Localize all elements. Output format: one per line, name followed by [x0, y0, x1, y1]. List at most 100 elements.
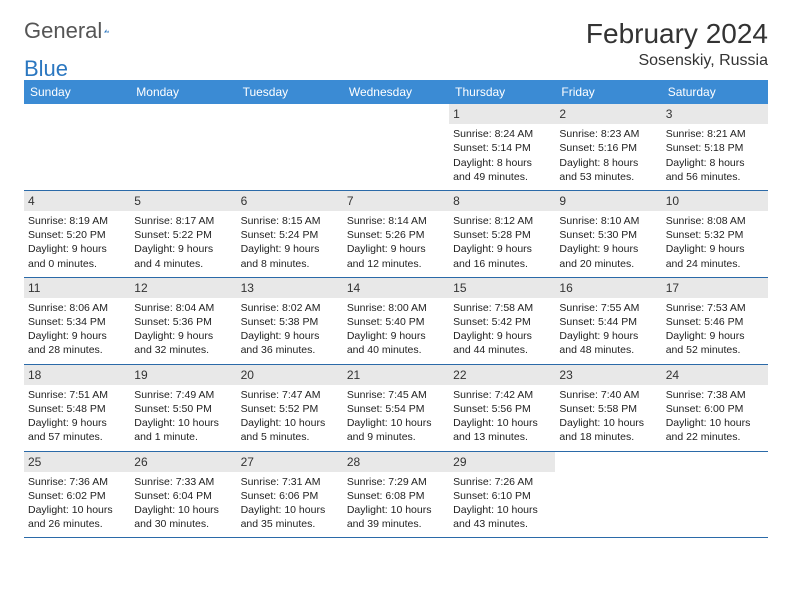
sunset-text: Sunset: 5:42 PM	[453, 315, 551, 329]
daylight-text: Daylight: 10 hours and 1 minute.	[134, 416, 232, 444]
sunrise-text: Sunrise: 7:36 AM	[28, 475, 126, 489]
daylight-text: Daylight: 9 hours and 32 minutes.	[134, 329, 232, 357]
sunrise-text: Sunrise: 7:26 AM	[453, 475, 551, 489]
day-cell-12: 12Sunrise: 8:04 AMSunset: 5:36 PMDayligh…	[130, 278, 236, 365]
sunrise-text: Sunrise: 8:04 AM	[134, 301, 232, 315]
title-block: February 2024 Sosenskiy, Russia	[586, 18, 768, 70]
sunrise-text: Sunrise: 8:08 AM	[666, 214, 764, 228]
day-number: 27	[237, 452, 343, 472]
sunrise-text: Sunrise: 7:42 AM	[453, 388, 551, 402]
sunset-text: Sunset: 6:10 PM	[453, 489, 551, 503]
day-cell-26: 26 Sunrise: 7:33 AMSunset: 6:04 PMDayligh…	[130, 452, 236, 539]
sunrise-text: Sunrise: 8:02 AM	[241, 301, 339, 315]
sunset-text: Sunset: 5:28 PM	[453, 228, 551, 242]
sunrise-text: Sunrise: 8:00 AM	[347, 301, 445, 315]
day-cell-21: 21Sunrise: 7:45 AMSunset: 5:54 PMDayligh…	[343, 365, 449, 452]
brand-part1: General	[24, 18, 102, 44]
sunset-text: Sunset: 5:32 PM	[666, 228, 764, 242]
day-cell-3: 3Sunrise: 8:21 AMSunset: 5:18 PMDaylight…	[662, 104, 768, 191]
day-cell-27: 27Sunrise: 7:31 AMSunset: 6:06 PMDayligh…	[237, 452, 343, 539]
weekday-friday: Friday	[555, 80, 661, 104]
sunrise-text: Sunrise: 8:15 AM	[241, 214, 339, 228]
day-number: 19	[130, 365, 236, 385]
daylight-text: Daylight: 9 hours and 4 minutes.	[134, 242, 232, 270]
day-number: 18	[24, 365, 130, 385]
day-cell-5: 5 Sunrise: 8:17 AMSunset: 5:22 PMDaylight…	[130, 191, 236, 278]
weekday-monday: Monday	[130, 80, 236, 104]
daylight-text: Daylight: 10 hours and 30 minutes.	[134, 503, 232, 531]
sunset-text: Sunset: 5:46 PM	[666, 315, 764, 329]
empty-cell	[555, 452, 661, 539]
day-number: 22	[449, 365, 555, 385]
brand-logo: General	[24, 18, 132, 44]
sunrise-text: Sunrise: 8:12 AM	[453, 214, 551, 228]
daylight-text: Daylight: 9 hours and 36 minutes.	[241, 329, 339, 357]
sunrise-text: Sunrise: 7:31 AM	[241, 475, 339, 489]
sunrise-text: Sunrise: 8:17 AM	[134, 214, 232, 228]
sunset-text: Sunset: 5:44 PM	[559, 315, 657, 329]
sunset-text: Sunset: 5:38 PM	[241, 315, 339, 329]
day-cell-20: 20Sunrise: 7:47 AMSunset: 5:52 PMDayligh…	[237, 365, 343, 452]
sunrise-text: Sunrise: 7:33 AM	[134, 475, 232, 489]
daylight-text: Daylight: 10 hours and 35 minutes.	[241, 503, 339, 531]
empty-cell	[24, 104, 130, 191]
daylight-text: Daylight: 9 hours and 52 minutes.	[666, 329, 764, 357]
sunrise-text: Sunrise: 8:14 AM	[347, 214, 445, 228]
day-number: 25	[24, 452, 130, 472]
day-cell-15: 15Sunrise: 7:58 AMSunset: 5:42 PMDayligh…	[449, 278, 555, 365]
day-number: 10	[662, 191, 768, 211]
daylight-text: Daylight: 9 hours and 16 minutes.	[453, 242, 551, 270]
day-number: 12	[130, 278, 236, 298]
sunrise-text: Sunrise: 8:23 AM	[559, 127, 657, 141]
day-cell-14: 14Sunrise: 8:00 AMSunset: 5:40 PMDayligh…	[343, 278, 449, 365]
daylight-text: Daylight: 9 hours and 44 minutes.	[453, 329, 551, 357]
sunset-text: Sunset: 6:08 PM	[347, 489, 445, 503]
day-cell-16: 16 Sunrise: 7:55 AMSunset: 5:44 PMDayligh…	[555, 278, 661, 365]
sunset-text: Sunset: 5:34 PM	[28, 315, 126, 329]
day-number: 1	[449, 104, 555, 124]
day-cell-29: 29Sunrise: 7:26 AMSunset: 6:10 PMDayligh…	[449, 452, 555, 539]
daylight-text: Daylight: 9 hours and 48 minutes.	[559, 329, 657, 357]
daylight-text: Daylight: 10 hours and 39 minutes.	[347, 503, 445, 531]
daylight-text: Daylight: 8 hours and 56 minutes.	[666, 156, 764, 184]
day-number: 26	[130, 452, 236, 472]
day-number: 5	[130, 191, 236, 211]
brand-part2: Blue	[24, 56, 68, 82]
sunset-text: Sunset: 5:56 PM	[453, 402, 551, 416]
weekday-header: SundayMondayTuesdayWednesdayThursdayFrid…	[24, 80, 768, 104]
weekday-wednesday: Wednesday	[343, 80, 449, 104]
day-number: 14	[343, 278, 449, 298]
sunset-text: Sunset: 5:14 PM	[453, 141, 551, 155]
sunrise-text: Sunrise: 7:38 AM	[666, 388, 764, 402]
daylight-text: Daylight: 10 hours and 9 minutes.	[347, 416, 445, 444]
daylight-text: Daylight: 9 hours and 40 minutes.	[347, 329, 445, 357]
sunset-text: Sunset: 5:26 PM	[347, 228, 445, 242]
day-number: 8	[449, 191, 555, 211]
sunset-text: Sunset: 6:02 PM	[28, 489, 126, 503]
day-cell-7: 7Sunrise: 8:14 AMSunset: 5:26 PMDaylight…	[343, 191, 449, 278]
sunset-text: Sunset: 5:22 PM	[134, 228, 232, 242]
day-cell-17: 17Sunrise: 7:53 AMSunset: 5:46 PMDayligh…	[662, 278, 768, 365]
day-number: 4	[24, 191, 130, 211]
sunrise-text: Sunrise: 7:45 AM	[347, 388, 445, 402]
day-cell-1: 1Sunrise: 8:24 AMSunset: 5:14 PMDaylight…	[449, 104, 555, 191]
daylight-text: Daylight: 10 hours and 5 minutes.	[241, 416, 339, 444]
day-number: 23	[555, 365, 661, 385]
day-cell-22: 22Sunrise: 7:42 AMSunset: 5:56 PMDayligh…	[449, 365, 555, 452]
sunset-text: Sunset: 5:58 PM	[559, 402, 657, 416]
sunrise-text: Sunrise: 7:55 AM	[559, 301, 657, 315]
sunrise-text: Sunrise: 8:19 AM	[28, 214, 126, 228]
logo-sail-icon	[104, 22, 109, 40]
day-cell-13: 13Sunrise: 8:02 AMSunset: 5:38 PMDayligh…	[237, 278, 343, 365]
calendar-grid: 1Sunrise: 8:24 AMSunset: 5:14 PMDaylight…	[24, 104, 768, 538]
sunset-text: Sunset: 6:04 PM	[134, 489, 232, 503]
weekday-thursday: Thursday	[449, 80, 555, 104]
empty-cell	[130, 104, 236, 191]
sunrise-text: Sunrise: 8:10 AM	[559, 214, 657, 228]
daylight-text: Daylight: 9 hours and 8 minutes.	[241, 242, 339, 270]
day-number: 16	[555, 278, 661, 298]
day-cell-28: 28Sunrise: 7:29 AMSunset: 6:08 PMDayligh…	[343, 452, 449, 539]
day-number: 28	[343, 452, 449, 472]
day-number: 29	[449, 452, 555, 472]
sunrise-text: Sunrise: 7:49 AM	[134, 388, 232, 402]
